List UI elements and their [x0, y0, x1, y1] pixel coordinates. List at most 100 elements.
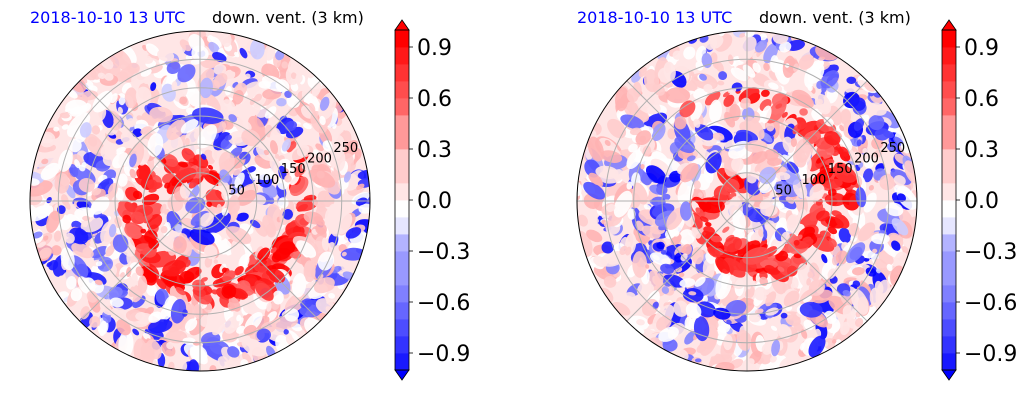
colorbar-segment	[942, 285, 956, 303]
field-cell	[60, 247, 75, 271]
colorbar-segment	[395, 132, 409, 150]
field-cell	[253, 93, 263, 102]
field-cell	[81, 90, 98, 101]
field-cell	[150, 82, 157, 92]
field-cell	[586, 229, 603, 243]
colorbar-segment	[942, 149, 956, 167]
colorbar-segment	[395, 30, 409, 48]
field-cell	[875, 268, 881, 274]
field-cell	[266, 265, 277, 271]
field-cell	[601, 241, 614, 254]
field-cell	[686, 155, 696, 162]
field-cell	[109, 297, 124, 308]
field-cell	[184, 318, 198, 332]
field-cell	[274, 153, 280, 159]
field-cell	[665, 87, 691, 104]
colorbar-segment	[395, 268, 409, 286]
field-cell	[661, 286, 670, 294]
field-cell	[295, 73, 303, 84]
field-cell	[222, 270, 236, 282]
field-cell	[332, 123, 337, 130]
field-cell	[852, 97, 866, 111]
field-cell	[241, 129, 261, 147]
field-cell	[636, 319, 645, 326]
field-cell	[714, 60, 724, 73]
field-cell	[834, 214, 850, 229]
field-cell	[92, 90, 113, 113]
field-cell	[184, 137, 190, 146]
colorbar-segment	[395, 149, 409, 167]
field-cell	[86, 290, 98, 303]
field-cell	[64, 232, 75, 244]
field-cell	[132, 211, 144, 218]
field-cell	[778, 324, 792, 339]
field-cell	[135, 266, 144, 277]
field-cell	[737, 240, 761, 260]
field-cell	[317, 274, 324, 281]
field-cell	[604, 140, 611, 146]
field-cell	[303, 122, 312, 130]
field-cell	[747, 208, 765, 223]
field-cell	[61, 124, 69, 130]
field-cell	[136, 115, 143, 121]
field-cell	[678, 272, 685, 278]
radial-tick-label: 100	[255, 173, 280, 188]
field-cell	[852, 280, 861, 288]
field-cell	[160, 226, 168, 234]
field-cell	[820, 70, 840, 89]
field-cell	[322, 140, 333, 152]
field-cell	[681, 247, 687, 253]
field-cell	[120, 131, 134, 144]
field-cell	[221, 254, 230, 266]
field-cell	[163, 153, 178, 168]
field-cell	[69, 106, 84, 117]
field-cell	[871, 137, 884, 150]
field-cell	[137, 275, 148, 294]
field-cell	[242, 120, 252, 130]
field-cell	[189, 228, 215, 246]
field-cell	[37, 205, 51, 219]
colorbar-tick-label: 0.6	[964, 87, 999, 112]
field-cell	[786, 265, 798, 277]
colorbar-extend-min	[394, 369, 410, 381]
field-cell	[779, 195, 797, 210]
field-cell	[835, 250, 849, 265]
field-cell	[345, 227, 362, 239]
field-cell	[693, 118, 701, 128]
field-cell	[815, 233, 822, 238]
field-cell	[658, 326, 679, 342]
field-cell	[680, 253, 688, 262]
field-cell	[238, 152, 248, 160]
field-cell	[32, 231, 43, 239]
field-cell	[290, 72, 297, 79]
field-cell	[651, 123, 666, 141]
field-cell	[284, 120, 298, 132]
field-cell	[118, 96, 126, 106]
field-cell	[192, 279, 206, 291]
colorbar-tick-label: 0.9	[417, 36, 452, 61]
field-cell	[775, 172, 791, 181]
field-cell	[208, 41, 220, 54]
field-cell	[166, 341, 174, 350]
field-cell	[170, 298, 187, 324]
field-cell	[356, 183, 365, 191]
field-cell	[48, 260, 59, 271]
field-cell	[742, 247, 770, 265]
field-cell	[775, 103, 783, 109]
field-cell	[782, 55, 796, 78]
field-cell	[759, 166, 777, 185]
colorbar-segment	[395, 64, 409, 82]
field-cell	[704, 91, 721, 106]
field-cell	[723, 257, 746, 278]
field-cell	[313, 157, 319, 162]
field-cell	[831, 339, 837, 344]
field-cell	[249, 38, 265, 60]
field-cell	[785, 314, 801, 327]
field-cell	[278, 165, 287, 180]
field-cell	[857, 222, 876, 242]
field-cell	[730, 274, 736, 283]
colorbar-segment	[395, 251, 409, 269]
field-cell	[166, 119, 187, 141]
field-cell	[166, 61, 181, 75]
field-cell	[117, 173, 128, 187]
